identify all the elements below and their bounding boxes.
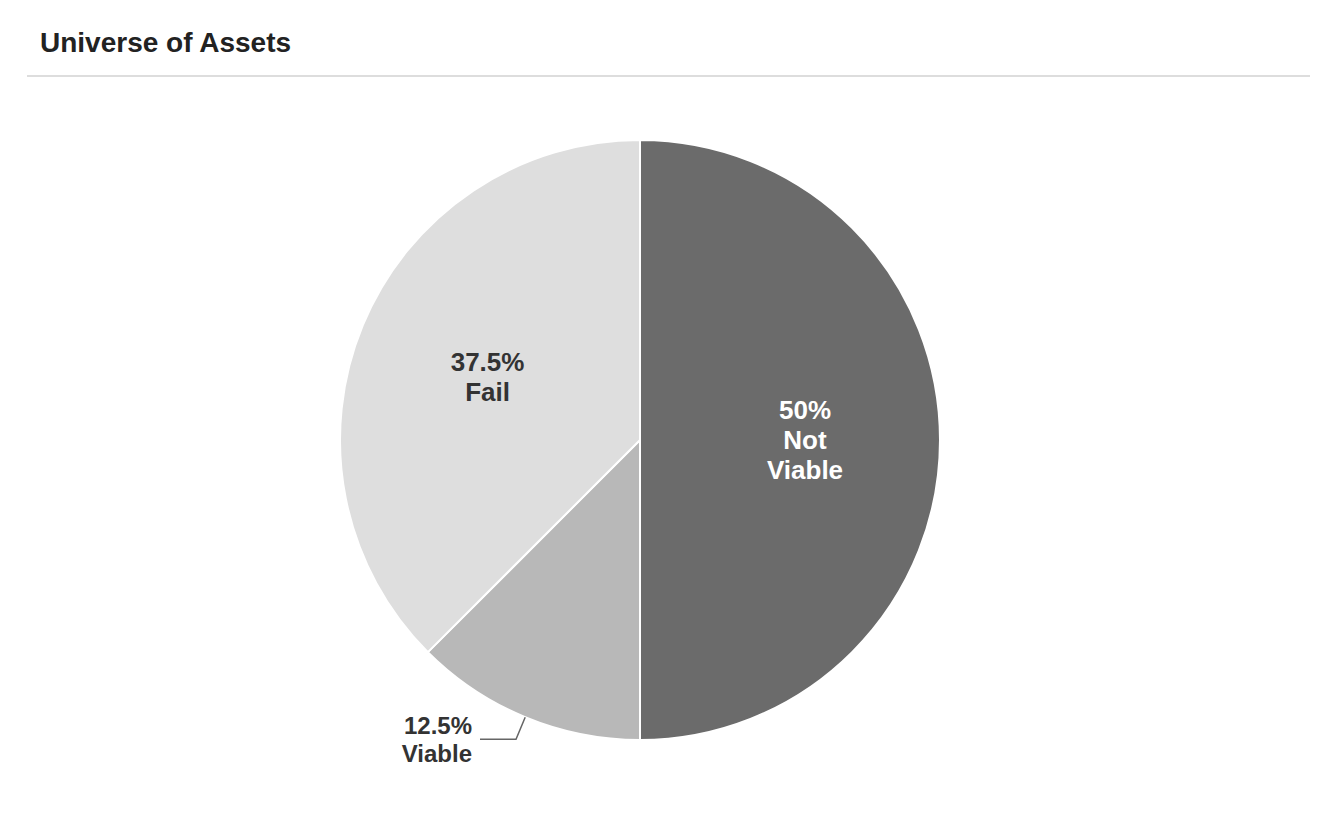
title-rule — [27, 76, 1310, 77]
title: Universe of Assets — [40, 27, 291, 58]
chart-svg: Universe of Assets 50%NotViable 12.5%Viabl… — [0, 0, 1337, 827]
slices — [340, 140, 940, 740]
slice-label: 50%NotViable — [767, 395, 843, 485]
pie-slice — [640, 140, 940, 740]
slice-label: 37.5%Fail — [451, 347, 525, 407]
leader-line — [480, 717, 525, 739]
labels: 50%NotViable 12.5%Viable 37.5%Fail — [402, 347, 843, 767]
chart-container: Universe of Assets 50%NotViable 12.5%Viabl… — [0, 0, 1337, 827]
slice-label: 12.5%Viable — [402, 712, 472, 767]
pie-slice — [340, 140, 640, 652]
